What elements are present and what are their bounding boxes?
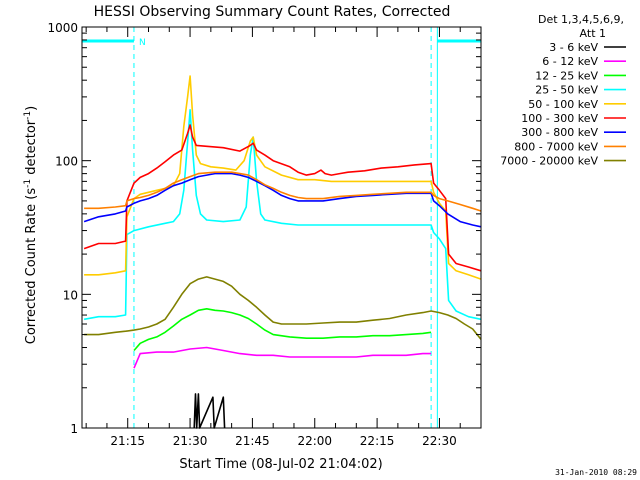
- y-tick-label-1000: 1000: [47, 21, 78, 35]
- series-line-1: [133, 346, 432, 369]
- legend-label-6: 300 - 800 keV: [521, 126, 598, 139]
- series-line-8: [84, 276, 482, 340]
- y-tick-label-100: 100: [55, 155, 78, 169]
- x-axis-label: Start Time (08-Jul-02 21:04:02): [179, 457, 382, 472]
- series-line-2: [133, 307, 432, 352]
- x-tick-label-22:00: 22:00: [297, 434, 332, 448]
- legend-label-0: 3 - 6 keV: [549, 41, 598, 54]
- plot-frame: [81, 26, 482, 429]
- series-line-4: [84, 75, 482, 280]
- series-line-5: [83, 124, 482, 272]
- y-tick-label-1: 1: [70, 422, 78, 436]
- legend-label-5: 100 - 300 keV: [521, 112, 598, 125]
- footer-date: 31-Jan-2010 08:29: [555, 468, 637, 477]
- legend-label-4: 50 - 100 keV: [528, 98, 598, 111]
- y-tick-label-10: 10: [63, 288, 78, 302]
- night-marker-label: N: [139, 38, 146, 48]
- x-tick-label-22:30: 22:30: [422, 434, 457, 448]
- x-tick-label-21:30: 21:30: [173, 434, 208, 448]
- legend-label-8: 7000 - 20000 keV: [500, 155, 598, 168]
- data-layer: N: [82, 27, 482, 429]
- chart-title: HESSI Observing Summary Count Rates, Cor…: [94, 4, 451, 20]
- x-tick-label-21:45: 21:45: [235, 434, 270, 448]
- legend-label-2: 12 - 25 keV: [535, 69, 598, 82]
- x-tick-label-21:15: 21:15: [110, 434, 145, 448]
- axes-layer: 1 10 100 1000 21:15 21:30 21:45 22:00 22:15 22:30: [47, 21, 482, 448]
- y-axis-label: Corrected Count Rate (s-1 detector-1): [23, 106, 39, 344]
- x-tick-label-22:15: 22:15: [360, 434, 395, 448]
- legend-label-1: 6 - 12 keV: [542, 55, 598, 68]
- legend-header-line-2: Att 1: [580, 27, 606, 40]
- legend-label-7: 800 - 7000 keV: [514, 140, 598, 153]
- legend-header-line-1: Det 1,3,4,5,6,9,: [538, 13, 624, 26]
- legend-label-3: 25 - 50 keV: [535, 84, 598, 97]
- series-line-3: [83, 109, 482, 321]
- series-line-6: [83, 172, 482, 228]
- series-line-7: [84, 171, 482, 212]
